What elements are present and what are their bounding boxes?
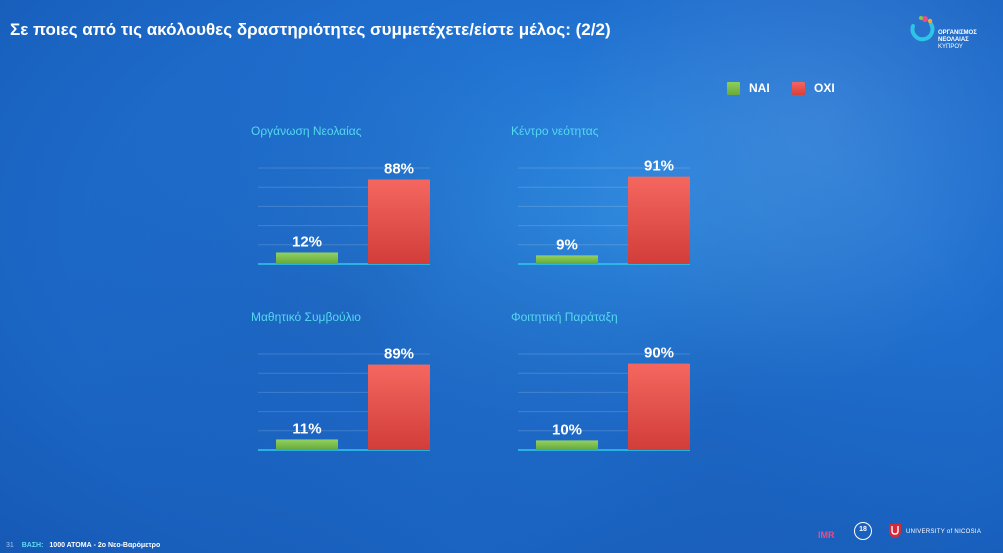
- bar-youth-center-yes: [536, 255, 598, 264]
- bar-student-council-no: [368, 364, 430, 450]
- chart-title-student-council: Μαθητικό Συμβούλιο: [251, 310, 361, 324]
- data-label-student-council-no: 89%: [384, 346, 414, 363]
- data-label-youth-center-yes: 9%: [556, 236, 578, 253]
- legend-label-no: ΟΧΙ: [814, 81, 835, 95]
- bar-youth-organization-no: [368, 179, 430, 264]
- legend-label-yes: ΝΑΙ: [749, 81, 770, 95]
- chart-title-youth-organization: Οργάνωση Νεολαίας: [251, 124, 362, 138]
- data-label-student-faction-yes: 10%: [552, 421, 582, 438]
- logo-line-3: ΚΥΠΡΟΥ: [938, 44, 963, 50]
- legend-swatch-no: [792, 81, 805, 95]
- base-label: ΒΑΣΗ:: [21, 542, 44, 549]
- youth-organization-logo: ΟΡΓΑΝΙΣΜΟΣ ΝΕΟΛΑΙΑΣ ΚΥΠΡΟΥ: [905, 14, 985, 62]
- logo-line-2: ΝΕΟΛΑΙΑΣ: [938, 37, 969, 43]
- footer-base: 31 ΒΑΣΗ: 1000 ΑΤΟΜΑ - 2ο Νεο-Βαρόμετρο: [6, 542, 160, 549]
- legend-item-yes: ΝΑΙ: [727, 81, 770, 95]
- university-logo-text: UNIVERSITY of NICOSIA: [906, 529, 982, 535]
- legend-swatch-yes: [727, 81, 740, 95]
- imr-logo: IMR: [818, 524, 850, 540]
- partner-logos: IMR 18 UNIVERSITY of NICOSIA: [818, 520, 988, 544]
- data-label-student-council-yes: 11%: [292, 420, 321, 437]
- imr-logo-text: IMR: [818, 530, 835, 540]
- bar-youth-organization-yes: [276, 252, 338, 264]
- university-shield-icon: [889, 524, 901, 538]
- data-label-student-faction-no: 90%: [644, 345, 674, 362]
- page-title: Σε ποιες από τις ακόλουθες δραστηριότητε…: [10, 20, 611, 39]
- logo-text: ΟΡΓΑΝΙΣΜΟΣ ΝΕΟΛΑΙΑΣ ΚΥΠΡΟΥ: [938, 30, 977, 51]
- data-label-youth-center-no: 91%: [644, 158, 674, 175]
- bar-student-council-yes: [276, 439, 338, 450]
- base-text: 1000 ΑΤΟΜΑ - 2ο Νεο-Βαρόμετρο: [49, 542, 161, 549]
- legend-item-no: ΟΧΙ: [792, 81, 835, 95]
- bar-youth-center-no: [628, 176, 690, 264]
- bar-student-faction-yes: [536, 440, 598, 450]
- chart-title-youth-center: Κέντρο νεότητας: [511, 124, 599, 138]
- page-number: 31: [6, 542, 14, 549]
- youth-organization-emblem-icon: [910, 16, 935, 42]
- anniversary-seal-icon: 18: [854, 522, 872, 540]
- data-label-youth-organization-yes: 12%: [292, 233, 322, 250]
- logo-line-1: ΟΡΓΑΝΙΣΜΟΣ: [938, 30, 977, 36]
- seal-text: 18: [859, 526, 867, 533]
- chart-title-student-faction: Φοιτητική Παράταξη: [511, 310, 618, 324]
- data-label-youth-organization-no: 88%: [384, 161, 414, 178]
- bar-student-faction-no: [628, 363, 690, 450]
